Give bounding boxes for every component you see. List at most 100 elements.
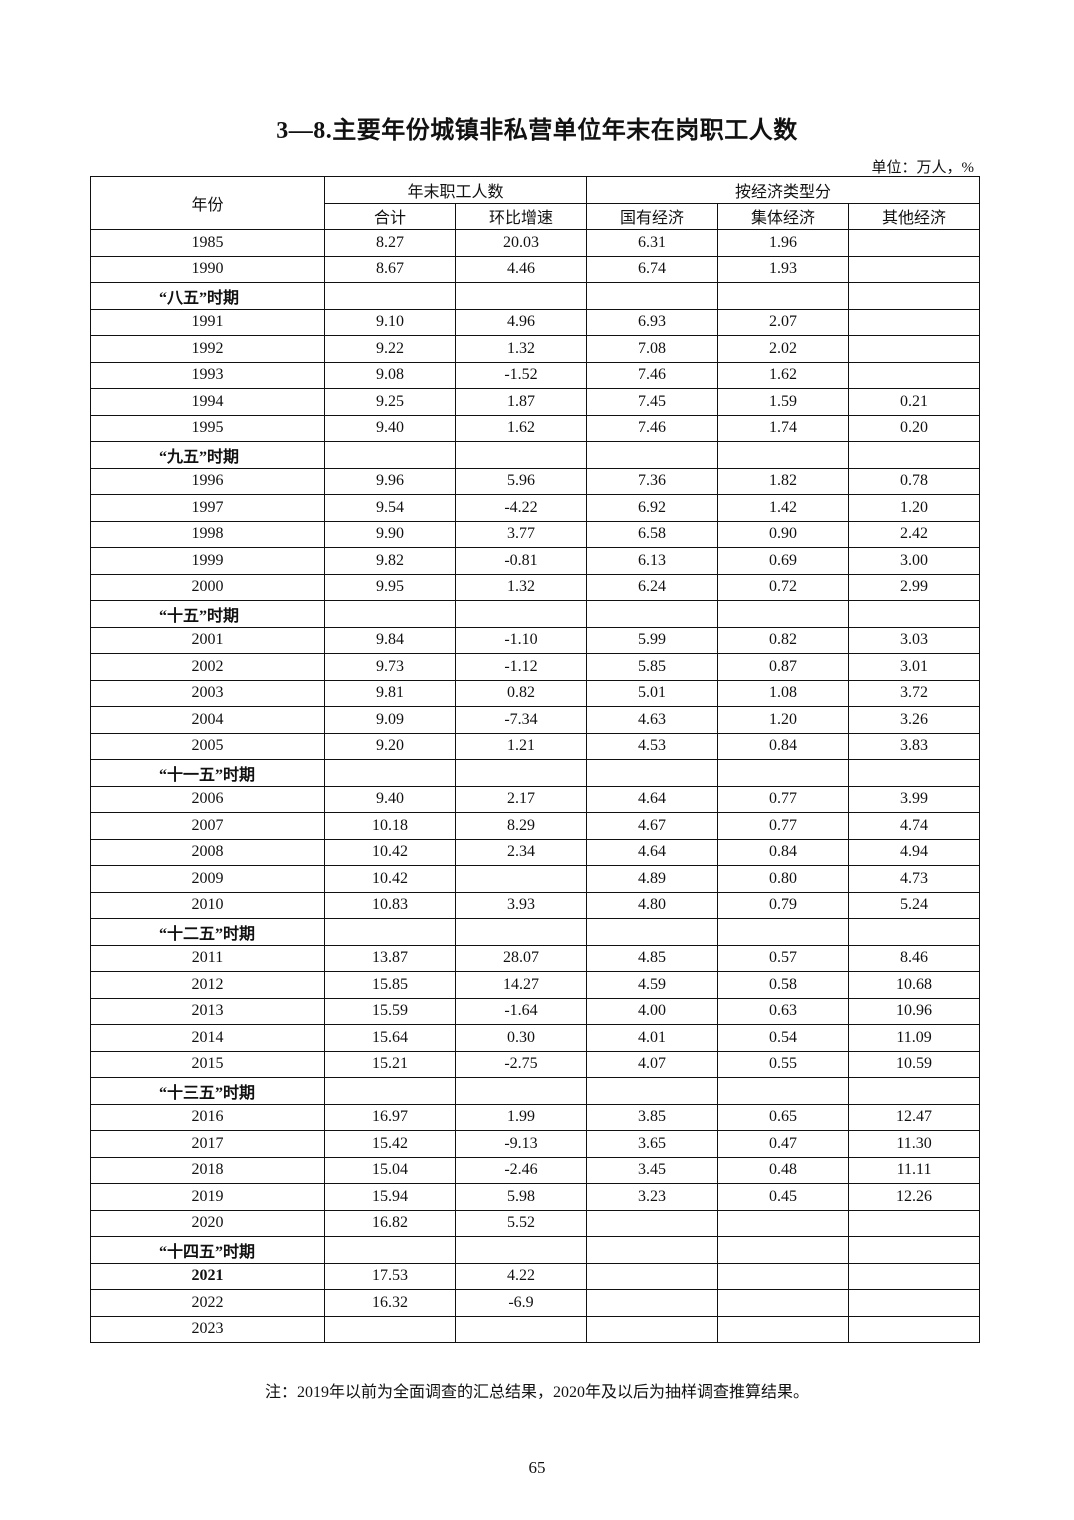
header-growth: 环比增速 — [454, 202, 588, 230]
state-owned-cell: 5.01 — [586, 679, 719, 707]
total-cell: 10.42 — [324, 865, 456, 893]
state-owned-cell: 3.23 — [586, 1183, 719, 1211]
state-owned-cell: 3.45 — [586, 1156, 719, 1184]
table-row: 2012 15.85 14.27 4.59 0.58 10.68 — [90, 971, 981, 999]
collective-cell: 0.90 — [717, 520, 850, 548]
other-cell — [848, 1236, 981, 1264]
total-cell: 13.87 — [324, 944, 456, 972]
state-owned-cell: 4.63 — [586, 706, 719, 734]
year-cell: 2010 — [90, 891, 325, 919]
table-body: 1985 8.27 20.03 6.31 1.96 1990 8.67 4.46 6.74 1.9… — [90, 229, 981, 1343]
other-cell: 12.26 — [848, 1183, 981, 1211]
collective-cell: 0.54 — [717, 1024, 850, 1052]
total-cell: 8.27 — [324, 229, 456, 257]
period-row: “十二五”时期 — [90, 918, 981, 946]
growth-cell: 4.46 — [454, 255, 588, 283]
growth-cell: -1.12 — [454, 653, 588, 681]
total-cell: 9.09 — [324, 706, 456, 734]
table-row: 1995 9.40 1.62 7.46 1.74 0.20 — [90, 414, 981, 442]
other-cell: 1.20 — [848, 494, 981, 522]
other-cell: 10.96 — [848, 997, 981, 1025]
state-owned-cell: 4.59 — [586, 971, 719, 999]
header-year: 年份 — [90, 176, 325, 230]
table-row: 2018 15.04 -2.46 3.45 0.48 11.11 — [90, 1156, 981, 1184]
collective-cell: 0.77 — [717, 812, 850, 840]
total-cell: 15.42 — [324, 1130, 456, 1158]
total-cell: 10.18 — [324, 812, 456, 840]
table-row: 2009 10.42 4.89 0.80 4.73 — [90, 865, 981, 893]
year-cell: 2001 — [90, 626, 325, 654]
year-cell: 2009 — [90, 865, 325, 893]
other-cell: 3.01 — [848, 653, 981, 681]
state-owned-cell — [586, 441, 719, 469]
total-cell: 9.96 — [324, 467, 456, 495]
collective-cell: 1.42 — [717, 494, 850, 522]
total-cell: 16.32 — [324, 1289, 456, 1317]
year-cell: 2020 — [90, 1209, 325, 1237]
state-owned-cell: 4.01 — [586, 1024, 719, 1052]
total-cell: 9.90 — [324, 520, 456, 548]
state-owned-cell: 4.80 — [586, 891, 719, 919]
state-owned-cell: 7.08 — [586, 335, 719, 363]
year-cell: 2019 — [90, 1183, 325, 1211]
growth-cell: -0.81 — [454, 547, 588, 575]
year-cell: 1994 — [90, 388, 325, 416]
collective-cell: 0.48 — [717, 1156, 850, 1184]
collective-cell: 1.08 — [717, 679, 850, 707]
growth-cell: 8.29 — [454, 812, 588, 840]
total-cell: 9.40 — [324, 414, 456, 442]
year-cell: 2022 — [90, 1289, 325, 1317]
table-row: 2006 9.40 2.17 4.64 0.77 3.99 — [90, 785, 981, 813]
total-cell: 10.42 — [324, 838, 456, 866]
total-cell — [324, 1236, 456, 1264]
table-row: 2014 15.64 0.30 4.01 0.54 11.09 — [90, 1024, 981, 1052]
state-owned-cell: 3.85 — [586, 1103, 719, 1131]
year-cell: 2016 — [90, 1103, 325, 1131]
collective-cell: 0.45 — [717, 1183, 850, 1211]
period-row: “十五”时期 — [90, 600, 981, 628]
total-cell: 9.20 — [324, 732, 456, 760]
other-cell — [848, 918, 981, 946]
state-owned-cell: 3.65 — [586, 1130, 719, 1158]
state-owned-cell: 6.92 — [586, 494, 719, 522]
table-row: 2008 10.42 2.34 4.64 0.84 4.94 — [90, 838, 981, 866]
collective-cell: 0.79 — [717, 891, 850, 919]
year-cell: 2021 — [90, 1262, 325, 1290]
state-owned-cell: 4.07 — [586, 1050, 719, 1078]
collective-cell — [717, 918, 850, 946]
growth-cell: 2.17 — [454, 785, 588, 813]
collective-cell: 1.62 — [717, 361, 850, 389]
collective-cell: 0.82 — [717, 626, 850, 654]
year-cell: 2006 — [90, 785, 325, 813]
table-row: 2007 10.18 8.29 4.67 0.77 4.74 — [90, 812, 981, 840]
state-owned-cell — [586, 1077, 719, 1105]
other-cell: 12.47 — [848, 1103, 981, 1131]
state-owned-cell: 7.36 — [586, 467, 719, 495]
collective-cell — [717, 1077, 850, 1105]
growth-cell: 14.27 — [454, 971, 588, 999]
other-cell — [848, 282, 981, 310]
growth-cell: -2.46 — [454, 1156, 588, 1184]
total-cell: 8.67 — [324, 255, 456, 283]
header-collective: 集体经济 — [717, 202, 850, 230]
total-cell: 9.84 — [324, 626, 456, 654]
other-cell: 3.83 — [848, 732, 981, 760]
state-owned-cell: 6.58 — [586, 520, 719, 548]
total-cell: 9.81 — [324, 679, 456, 707]
total-cell: 9.82 — [324, 547, 456, 575]
table-row: 1997 9.54 -4.22 6.92 1.42 1.20 — [90, 494, 981, 522]
growth-cell: 1.32 — [454, 335, 588, 363]
state-owned-cell: 4.64 — [586, 785, 719, 813]
state-owned-cell: 4.64 — [586, 838, 719, 866]
table-row: 2004 9.09 -7.34 4.63 1.20 3.26 — [90, 706, 981, 734]
collective-cell: 0.72 — [717, 573, 850, 601]
other-cell — [848, 1077, 981, 1105]
collective-cell: 2.02 — [717, 335, 850, 363]
other-cell: 10.59 — [848, 1050, 981, 1078]
state-owned-cell: 4.53 — [586, 732, 719, 760]
table-row: 2020 16.82 5.52 — [90, 1209, 981, 1237]
state-owned-cell: 6.93 — [586, 308, 719, 336]
header-by-economic-type: 按经济类型分 — [586, 176, 981, 204]
growth-cell: 1.62 — [454, 414, 588, 442]
other-cell — [848, 361, 981, 389]
